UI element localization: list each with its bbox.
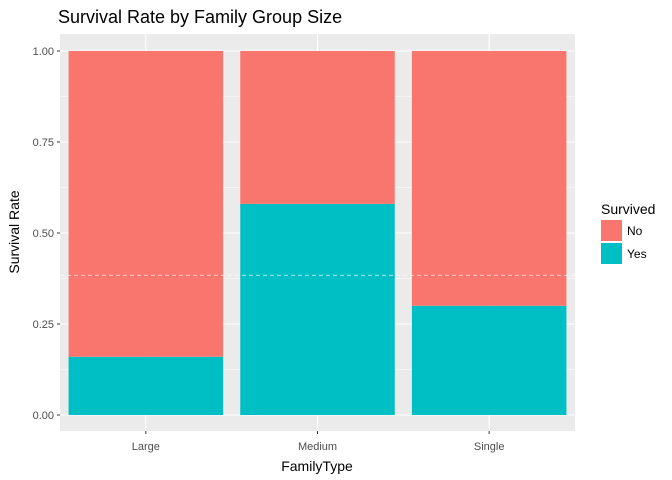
y-tick-label: 0.50	[33, 228, 54, 240]
x-tick-label-medium: Medium	[298, 441, 337, 453]
legend-key-yes	[601, 243, 622, 264]
y-tick-label: 0.00	[33, 410, 54, 422]
legend: Survived No Yes	[601, 201, 655, 264]
y-tick-label: 0.25	[33, 319, 54, 331]
chart-title: Survival Rate by Family Group Size	[58, 7, 342, 27]
bar-large-no	[68, 51, 224, 357]
y-axis-title: Survival Rate	[6, 190, 22, 273]
y-tick-label: 1.00	[33, 46, 54, 58]
y-axis-ticks: 0.00 0.25 0.50 0.75 1.00	[33, 46, 60, 422]
bar-single-yes	[411, 305, 567, 415]
bar-medium-no	[240, 51, 395, 204]
legend-key-no	[601, 220, 622, 241]
legend-label-yes: Yes	[627, 247, 647, 261]
x-axis-ticks: Large Medium Single	[132, 431, 505, 453]
y-tick-label: 0.75	[33, 137, 54, 149]
bar-single-no	[411, 51, 567, 306]
legend-title: Survived	[601, 201, 655, 217]
x-tick-label-single: Single	[474, 441, 505, 453]
legend-label-no: No	[627, 224, 643, 238]
bars	[68, 51, 567, 415]
x-tick-label-large: Large	[132, 441, 160, 453]
x-axis-title: FamilyType	[281, 458, 353, 474]
bar-large-yes	[68, 356, 224, 415]
bar-medium-yes	[240, 203, 395, 415]
